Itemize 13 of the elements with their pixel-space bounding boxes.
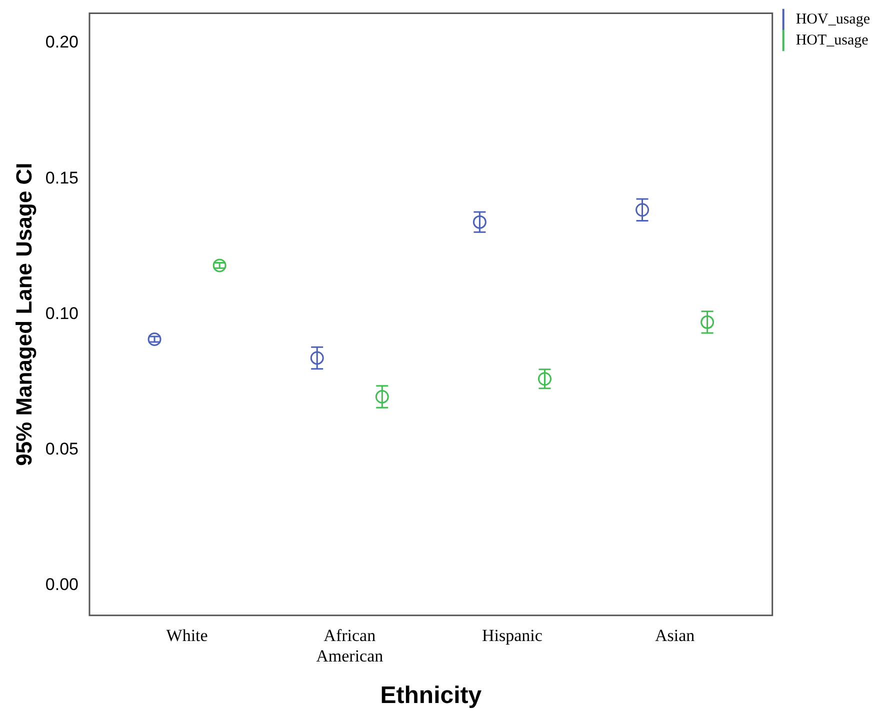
- x-axis-title: Ethnicity: [380, 682, 482, 710]
- y-tick-label: 0.10: [45, 304, 78, 323]
- y-tick-label: 0.20: [45, 32, 78, 52]
- legend-label: HOV_usage: [796, 11, 870, 28]
- x-tick-label: Asian: [654, 626, 696, 646]
- y-tick-label: 0.00: [45, 575, 78, 594]
- legend-label: HOT_usage: [796, 32, 869, 48]
- x-tick-label: White: [166, 626, 208, 646]
- x-tick-label: African American: [316, 626, 384, 666]
- y-tick-label: 0.05: [45, 440, 78, 459]
- y-tick-label: 0.15: [45, 168, 78, 188]
- x-tick-label: Hispanic: [482, 626, 543, 646]
- y-axis-title: 95% Managed Lane Usage CI: [11, 162, 36, 466]
